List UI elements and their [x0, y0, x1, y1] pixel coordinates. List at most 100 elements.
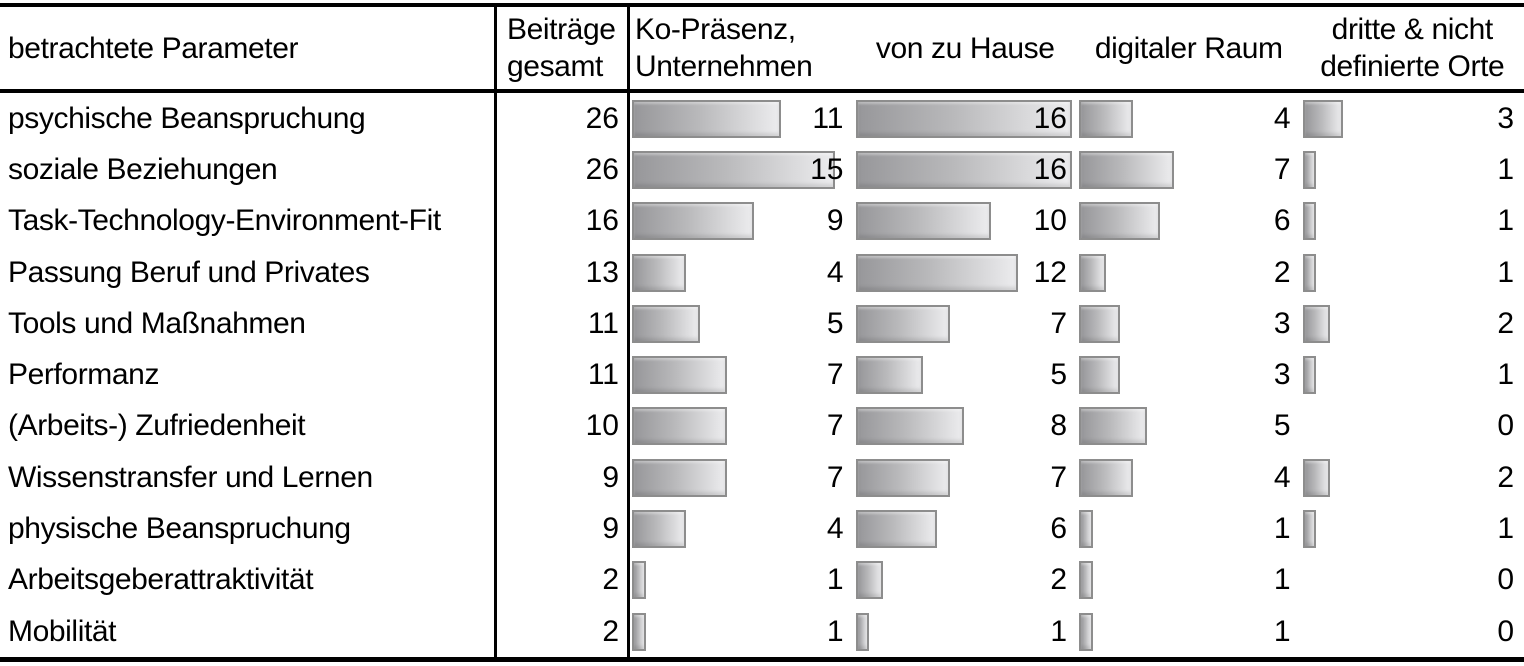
- bar-value: 3: [1497, 101, 1514, 135]
- data-bar: [632, 202, 754, 241]
- bar-cell-ko: 11: [630, 93, 854, 144]
- total-value: 9: [497, 452, 630, 504]
- parameter-label: psychische Beanspruchung: [0, 93, 497, 145]
- data-bar: [632, 510, 686, 549]
- bar-cell-home: 7: [854, 452, 1078, 503]
- data-bar: [1302, 150, 1316, 189]
- bar-value: 1: [1273, 512, 1291, 546]
- bar-cell-ko: 15: [630, 144, 854, 195]
- table-row: Task-Technology-Environment-Fit 16 9 10 6 1: [0, 195, 1524, 247]
- bar-value: 0: [1497, 563, 1514, 597]
- data-bar: [855, 253, 1018, 292]
- bar-cell-home: 5: [854, 349, 1078, 400]
- column-header-home-text: von zu Hause: [875, 31, 1055, 65]
- bar-value: 1: [826, 614, 844, 648]
- data-bar: [632, 253, 686, 292]
- total-value: 9: [497, 503, 630, 555]
- bar-cell-other: 0: [1301, 401, 1524, 452]
- column-header-total-line1: Beiträge: [507, 13, 616, 46]
- data-bar: [632, 458, 727, 497]
- bar-value: 2: [1273, 255, 1291, 289]
- data-bar: [1302, 202, 1316, 241]
- data-bar: [632, 356, 727, 395]
- bar-cell-other: 2: [1301, 452, 1524, 503]
- data-bar: [1079, 561, 1093, 600]
- bar-value: 4: [1273, 460, 1291, 494]
- bar-value: 1: [1497, 204, 1514, 238]
- bar-value: 1: [1273, 563, 1291, 597]
- data-bar: [1079, 253, 1106, 292]
- bar-value: 1: [1497, 358, 1514, 392]
- parameter-label: Mobilität: [0, 605, 497, 658]
- table-row: Mobilität 2 1 1 1 0: [0, 605, 1524, 658]
- bar-cell-other: 0: [1301, 555, 1524, 606]
- bar-cell-other: 1: [1301, 196, 1524, 247]
- bar-cell-other: 1: [1301, 144, 1524, 195]
- bar-value: 10: [1033, 204, 1067, 238]
- data-bar: [855, 561, 883, 600]
- table-row: Passung Beruf und Privates 13 4 12 2 1: [0, 246, 1524, 299]
- bar-value: 1: [1050, 614, 1067, 648]
- total-value: 11: [497, 298, 630, 350]
- bar-cell-ko: 7: [630, 349, 854, 400]
- bar-value: 5: [1050, 358, 1067, 392]
- bar-cell-home: 2: [854, 555, 1078, 606]
- bar-cell-home: 6: [854, 503, 1078, 554]
- parameter-label: Wissenstransfer und Lernen: [0, 452, 497, 504]
- data-bar: [855, 202, 991, 241]
- data-bar: [1079, 356, 1120, 395]
- data-bar: [1302, 99, 1343, 138]
- table-row: Tools und Maßnahmen 11 5 7 3 2: [0, 298, 1524, 350]
- bar-cell-digital: 3: [1077, 298, 1301, 349]
- data-bar: [1302, 458, 1330, 497]
- bar-cell-home: 16: [854, 144, 1078, 195]
- bar-value: 1: [1497, 512, 1514, 546]
- column-header-other-line1: dritte & nicht: [1331, 13, 1494, 46]
- bar-cell-digital: 4: [1077, 93, 1301, 144]
- data-bar: [632, 304, 700, 343]
- table-row: psychische Beanspruchung 26 11 16 4 3: [0, 93, 1524, 145]
- bar-value: 0: [1497, 409, 1514, 443]
- total-value: 2: [497, 605, 630, 658]
- bar-value: 3: [1273, 306, 1291, 340]
- column-header-ko-line1: Ko-Präsenz,: [635, 13, 796, 46]
- column-header-ko-praesenz: Ko-Präsenz, Unternehmen: [630, 7, 854, 89]
- parameter-label: (Arbeits-) Zufriedenheit: [0, 400, 497, 453]
- bar-cell-digital: 3: [1077, 349, 1301, 400]
- header-separator-rule: [0, 89, 1524, 93]
- bar-value: 4: [826, 255, 844, 289]
- table-row: Performanz 11 7 5 3 1: [0, 349, 1524, 401]
- data-bar: [855, 99, 1072, 138]
- bar-value: 1: [1497, 255, 1514, 289]
- data-bar: [1079, 458, 1133, 497]
- bar-cell-other: 2: [1301, 298, 1524, 349]
- bar-cell-home: 1: [854, 606, 1078, 657]
- column-header-dritte-orte: dritte & nicht definierte Orte: [1301, 7, 1524, 89]
- bar-value: 1: [1497, 152, 1514, 186]
- data-bar: [1079, 99, 1133, 138]
- data-bar: [855, 612, 869, 651]
- parameter-label: Tools und Maßnahmen: [0, 298, 497, 350]
- bar-cell-digital: 7: [1077, 144, 1301, 195]
- bar-cell-digital: 2: [1077, 247, 1301, 298]
- column-header-von-zu-hause: von zu Hause: [854, 7, 1078, 89]
- data-bar: [632, 150, 835, 189]
- bar-value: 15: [810, 152, 844, 186]
- bar-cell-other: 1: [1301, 247, 1524, 298]
- bar-cell-digital: 1: [1077, 606, 1301, 657]
- table-row: Wissenstransfer und Lernen 9 7 7 4 2: [0, 452, 1524, 504]
- bar-cell-home: 10: [854, 196, 1078, 247]
- bar-cell-home: 7: [854, 298, 1078, 349]
- total-value: 16: [497, 195, 630, 247]
- data-bar: [855, 510, 937, 549]
- bar-cell-home: 16: [854, 93, 1078, 144]
- column-header-total: Beiträge gesamt: [497, 7, 630, 89]
- bar-value: 2: [1497, 460, 1514, 494]
- data-bar: [1302, 253, 1316, 292]
- bar-value: 5: [826, 306, 844, 340]
- column-header-digitaler-raum: digitaler Raum: [1077, 7, 1301, 89]
- bar-value: 7: [1273, 152, 1291, 186]
- bar-cell-ko: 4: [630, 503, 854, 554]
- bar-value: 7: [826, 460, 844, 494]
- bar-value: 6: [1050, 512, 1067, 546]
